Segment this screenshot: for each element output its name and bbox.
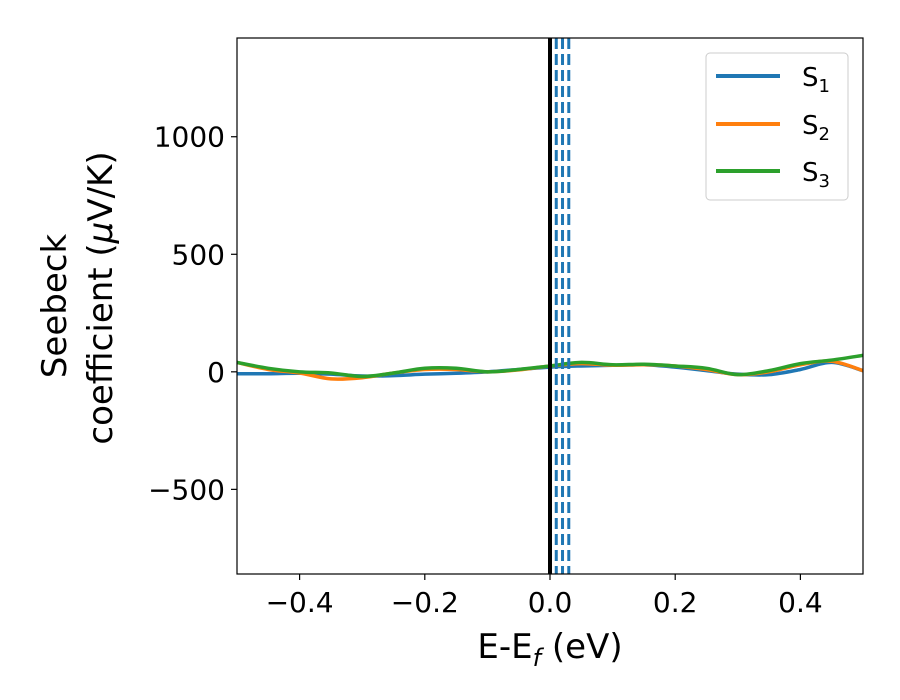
legend-label-s2: S2	[802, 111, 830, 145]
legend-label-s3-sub: 3	[819, 171, 830, 192]
x-tick-label: 0.2	[653, 586, 698, 619]
x-tick-label: −0.2	[391, 586, 459, 619]
legend-box	[705, 52, 849, 201]
y-axis-title-suffix: V/K)	[81, 151, 121, 221]
x-axis-ticks: −0.4 −0.2 0.0 0.2 0.4	[266, 574, 823, 619]
legend-label-s1: S1	[802, 63, 830, 97]
y-axis-title: Seebeck coefficient (μV/K)	[35, 151, 121, 444]
y-tick-label: 500	[172, 238, 225, 271]
reference-lines	[548, 38, 571, 574]
y-tick-label: 1000	[154, 121, 225, 154]
legend-label-s3-main: S	[802, 158, 819, 188]
y-axis-title-mu: μ	[81, 222, 121, 245]
legend-label-s1-sub: 1	[819, 76, 830, 97]
y-tick-label: −500	[148, 473, 225, 506]
legend-label-s1-main: S	[802, 63, 819, 93]
x-tick-label: 0.0	[528, 586, 573, 619]
legend: S1 S2 S3	[705, 52, 849, 201]
x-tick-label: −0.4	[266, 586, 334, 619]
y-axis-ticks: −500 0 500 1000	[148, 121, 237, 506]
x-tick-label: 0.4	[778, 586, 823, 619]
y-axis-title-line1: Seebeck	[35, 234, 75, 379]
legend-label-s2-sub: 2	[819, 124, 830, 145]
y-tick-label: 0	[207, 356, 225, 389]
legend-label-s3: S3	[802, 158, 830, 192]
y-axis-title-prefix: coefficient (	[81, 243, 121, 444]
legend-label-s2-main: S	[802, 111, 819, 141]
y-axis-title-line2: coefficient (μV/K)	[81, 151, 121, 444]
x-axis-title-main: E-E	[477, 627, 532, 667]
x-axis-title: E-Ef (eV)	[477, 627, 622, 672]
x-axis-title-unit: (eV)	[541, 627, 623, 667]
